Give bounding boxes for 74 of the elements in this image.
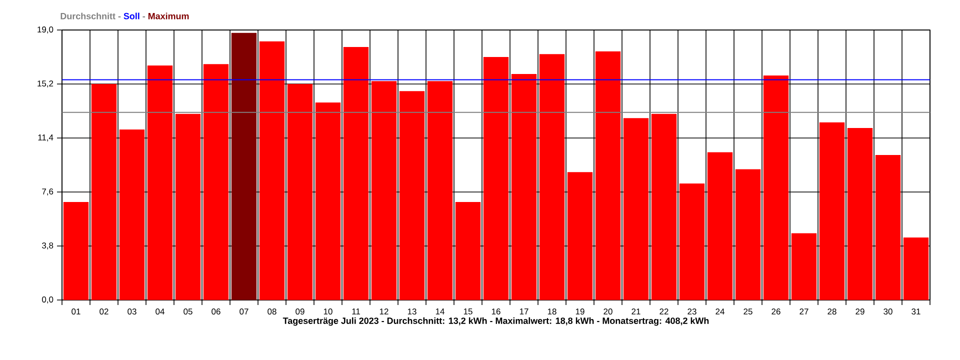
x-tick-label: 28 [828,308,836,315]
x-tick-label: 03 [128,308,136,315]
bar [315,102,341,300]
y-tick-label: 15,2 [38,80,54,88]
x-tick-label: 04 [156,308,164,315]
bar [371,81,397,300]
bar [791,233,817,300]
y-tick-label: 11,4 [38,134,54,142]
y-tick-label: 7,6 [42,188,54,196]
ref-line-label: Durchschnitt [60,12,116,20]
bar [455,202,481,300]
bar [343,47,369,300]
bar [707,152,733,300]
bar [847,128,873,300]
ref-line-label: Soll [124,12,140,20]
bar [511,74,537,300]
bar [651,114,677,300]
x-axis-title: Tageserträge Juli 2023 - Durchschnitt: 13,2 kWh - Maximalwert: 18,8 kWh - Monatsertrag: 408,2 kWh [282,317,709,326]
x-tick-label: 12 [380,308,388,314]
bar [427,81,453,300]
bar [63,202,89,300]
bar [763,75,789,300]
text: - [118,16,121,18]
x-tick-label: 24 [716,308,724,314]
x-tick-label: 27 [800,308,808,314]
x-tick-label: 17 [520,308,528,314]
x-tick-label: 13 [408,308,416,315]
y-tick-label: 0,0 [42,296,54,304]
x-tick-label: 14 [436,308,444,314]
bar [567,172,593,300]
bar [483,56,509,300]
bar [231,32,257,300]
bar [595,51,621,300]
x-tick-label: 16 [492,308,500,315]
x-tick-label: 25 [744,308,752,315]
bar [903,237,929,300]
x-tick-label: 10 [324,308,332,315]
bar [203,64,229,300]
bar [287,84,313,300]
y-tick-label: 19,0 [38,26,54,34]
bar [875,155,901,300]
x-tick-label: 30 [884,308,892,315]
x-tick-label: 21 [632,308,640,314]
x-tick-label: 08 [268,308,276,315]
x-tick-label: 23 [688,308,696,315]
x-tick-label: 20 [604,308,612,315]
bar [735,169,761,300]
x-tick-label: 09 [296,308,304,315]
x-tick-label: 02 [100,308,108,315]
text: - [142,16,146,18]
bar [623,118,649,300]
bar [147,66,173,300]
text: Maximum [148,12,189,20]
x-tick-label: 06 [212,308,220,315]
x-tick-label: 29 [856,308,864,315]
x-tick-label: 18 [548,308,556,315]
bar [539,54,565,300]
bar [175,114,201,300]
bar [399,91,425,300]
x-tick-label: 07 [240,308,248,315]
bar [91,84,117,300]
y-tick-label: 3,8 [42,242,54,250]
x-tick-label: 22 [660,308,668,314]
bar [119,129,145,300]
x-tick-label: 05 [184,308,192,315]
x-tick-label: 31 [912,308,920,315]
bar [679,183,705,300]
x-tick-label: 01 [72,308,80,315]
bar [259,41,285,300]
x-tick-label: 11 [352,308,360,314]
x-tick-label: 19 [576,308,584,315]
x-tick-label: 26 [772,308,780,315]
x-tick-label: 15 [464,308,472,314]
bar [819,122,845,300]
